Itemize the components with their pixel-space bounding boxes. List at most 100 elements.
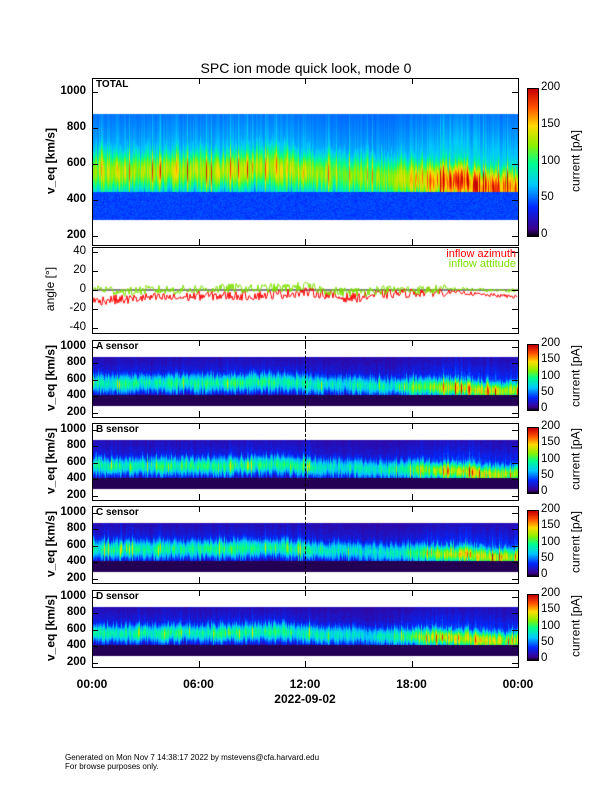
y-tick-mark bbox=[512, 251, 518, 253]
colorbar-tick-label: 150 bbox=[541, 519, 561, 532]
y-tick-label: -40 bbox=[69, 321, 86, 334]
panel-frame-d bbox=[92, 590, 519, 668]
legend-inflow-attitude: inflow attitude bbox=[448, 258, 516, 270]
colorbar-tick-label: 50 bbox=[541, 635, 554, 648]
y-tick-mark bbox=[512, 412, 518, 414]
colorbar-tick-label: 100 bbox=[541, 369, 561, 382]
y-tick-mark bbox=[92, 200, 98, 202]
panel-label-d: D sensor bbox=[96, 591, 139, 602]
x-tick-mark bbox=[198, 506, 200, 512]
noon-marker-line bbox=[305, 336, 306, 423]
y-tick-label: 600 bbox=[66, 157, 86, 170]
x-tick-mark bbox=[518, 661, 519, 667]
y-tick-label: 1000 bbox=[60, 85, 86, 98]
y-tick-mark bbox=[92, 562, 98, 564]
colorbar-label-b: current [pA] bbox=[568, 427, 582, 490]
colorbar-tick-label: 100 bbox=[541, 452, 561, 465]
y-tick-mark bbox=[92, 646, 98, 648]
colorbar-total bbox=[527, 88, 539, 237]
y-tick-mark bbox=[512, 309, 518, 311]
y-tick-mark bbox=[92, 309, 98, 311]
x-tick-mark bbox=[518, 506, 519, 512]
legend-inflow-azimuth: inflow azimuth bbox=[446, 248, 516, 260]
colorbar-tick-label: 150 bbox=[541, 436, 561, 449]
colorbar-tick-label: 50 bbox=[541, 385, 554, 398]
y-tick-label: 1000 bbox=[60, 589, 86, 602]
y-tick-mark bbox=[512, 164, 518, 166]
noon-marker-line bbox=[305, 419, 306, 506]
y-tick-label: 200 bbox=[66, 655, 86, 668]
y-axis-label-text: v_eq [km/s] bbox=[43, 344, 57, 411]
y-tick-mark bbox=[512, 270, 518, 272]
y-axis-label-total: v_eq [km/s] bbox=[43, 77, 57, 244]
colorbar-tick-label: 100 bbox=[541, 535, 561, 548]
x-tick-mark bbox=[411, 590, 413, 596]
colorbar-tick-label: 0 bbox=[541, 402, 548, 414]
x-tick-mark bbox=[92, 590, 93, 596]
x-tick-mark bbox=[198, 239, 200, 245]
y-tick-mark bbox=[92, 236, 98, 238]
x-tick-mark bbox=[411, 494, 413, 500]
panel-frame-total bbox=[92, 78, 519, 246]
y-tick-label: 600 bbox=[66, 622, 86, 635]
x-tick-mark bbox=[518, 423, 519, 429]
x-tick-mark bbox=[518, 78, 519, 84]
y-tick-label: 800 bbox=[66, 121, 86, 134]
x-tick-mark bbox=[411, 577, 413, 583]
y-tick-label: 400 bbox=[66, 555, 86, 568]
colorbar-tick-label: 50 bbox=[541, 468, 554, 481]
colorbar-tick-label: 200 bbox=[541, 337, 561, 349]
x-tick-mark bbox=[198, 423, 200, 429]
y-tick-label: 400 bbox=[66, 193, 86, 206]
x-tick-mark bbox=[92, 340, 93, 346]
x-tick-mark bbox=[92, 506, 93, 512]
x-tick-mark bbox=[92, 661, 93, 667]
y-tick-mark bbox=[512, 495, 518, 497]
colorbar-a bbox=[527, 344, 539, 411]
panel-label-a: A sensor bbox=[96, 341, 139, 352]
y-tick-mark bbox=[92, 613, 98, 615]
y-tick-mark bbox=[92, 396, 98, 398]
y-tick-mark bbox=[92, 446, 98, 448]
x-tick-mark bbox=[305, 239, 306, 245]
y-axis-label-text: v_eq [km/s] bbox=[43, 427, 57, 494]
x-axis-date-label: 2022-09-02 bbox=[274, 692, 336, 706]
spectrogram-d bbox=[92, 590, 518, 667]
y-tick-mark bbox=[512, 92, 518, 94]
colorbar-b bbox=[527, 427, 539, 494]
x-tick-mark bbox=[411, 78, 413, 84]
y-tick-label: 200 bbox=[66, 571, 86, 584]
y-tick-label: -20 bbox=[69, 302, 86, 315]
y-tick-label: 200 bbox=[66, 405, 86, 418]
y-tick-mark bbox=[512, 596, 518, 598]
x-tick-mark bbox=[411, 340, 413, 346]
y-tick-mark bbox=[512, 429, 518, 431]
y-tick-mark bbox=[512, 346, 518, 348]
x-tick-mark bbox=[518, 340, 519, 346]
y-tick-mark bbox=[92, 495, 98, 497]
x-tick-label: 00:00 bbox=[76, 677, 108, 691]
y-tick-mark bbox=[92, 462, 98, 464]
y-tick-label: 600 bbox=[66, 455, 86, 468]
colorbar-tick-label: 0 bbox=[541, 568, 548, 580]
y-tick-mark bbox=[92, 346, 98, 348]
colorbar-tick-label: 100 bbox=[541, 154, 561, 167]
x-tick-mark bbox=[92, 423, 93, 429]
footer-generated: Generated on Mon Nov 7 14:38:17 2022 by … bbox=[65, 753, 320, 762]
y-tick-mark bbox=[92, 479, 98, 481]
y-tick-mark bbox=[512, 479, 518, 481]
y-tick-mark bbox=[512, 512, 518, 514]
colorbar-tick-label: 50 bbox=[541, 551, 554, 564]
y-tick-mark bbox=[512, 236, 518, 238]
y-tick-label: 200 bbox=[66, 488, 86, 501]
x-tick-label: 06:00 bbox=[183, 677, 214, 691]
y-tick-mark bbox=[512, 613, 518, 615]
spectrogram-total bbox=[92, 78, 518, 245]
colorbar-tick-label: 150 bbox=[541, 117, 561, 130]
x-tick-mark bbox=[198, 494, 200, 500]
footer-browse: For browse purposes only. bbox=[65, 762, 159, 771]
y-tick-mark bbox=[512, 128, 518, 130]
x-tick-mark bbox=[198, 78, 200, 84]
y-tick-label: 200 bbox=[66, 229, 86, 242]
colorbar-label-a: current [pA] bbox=[568, 344, 582, 407]
